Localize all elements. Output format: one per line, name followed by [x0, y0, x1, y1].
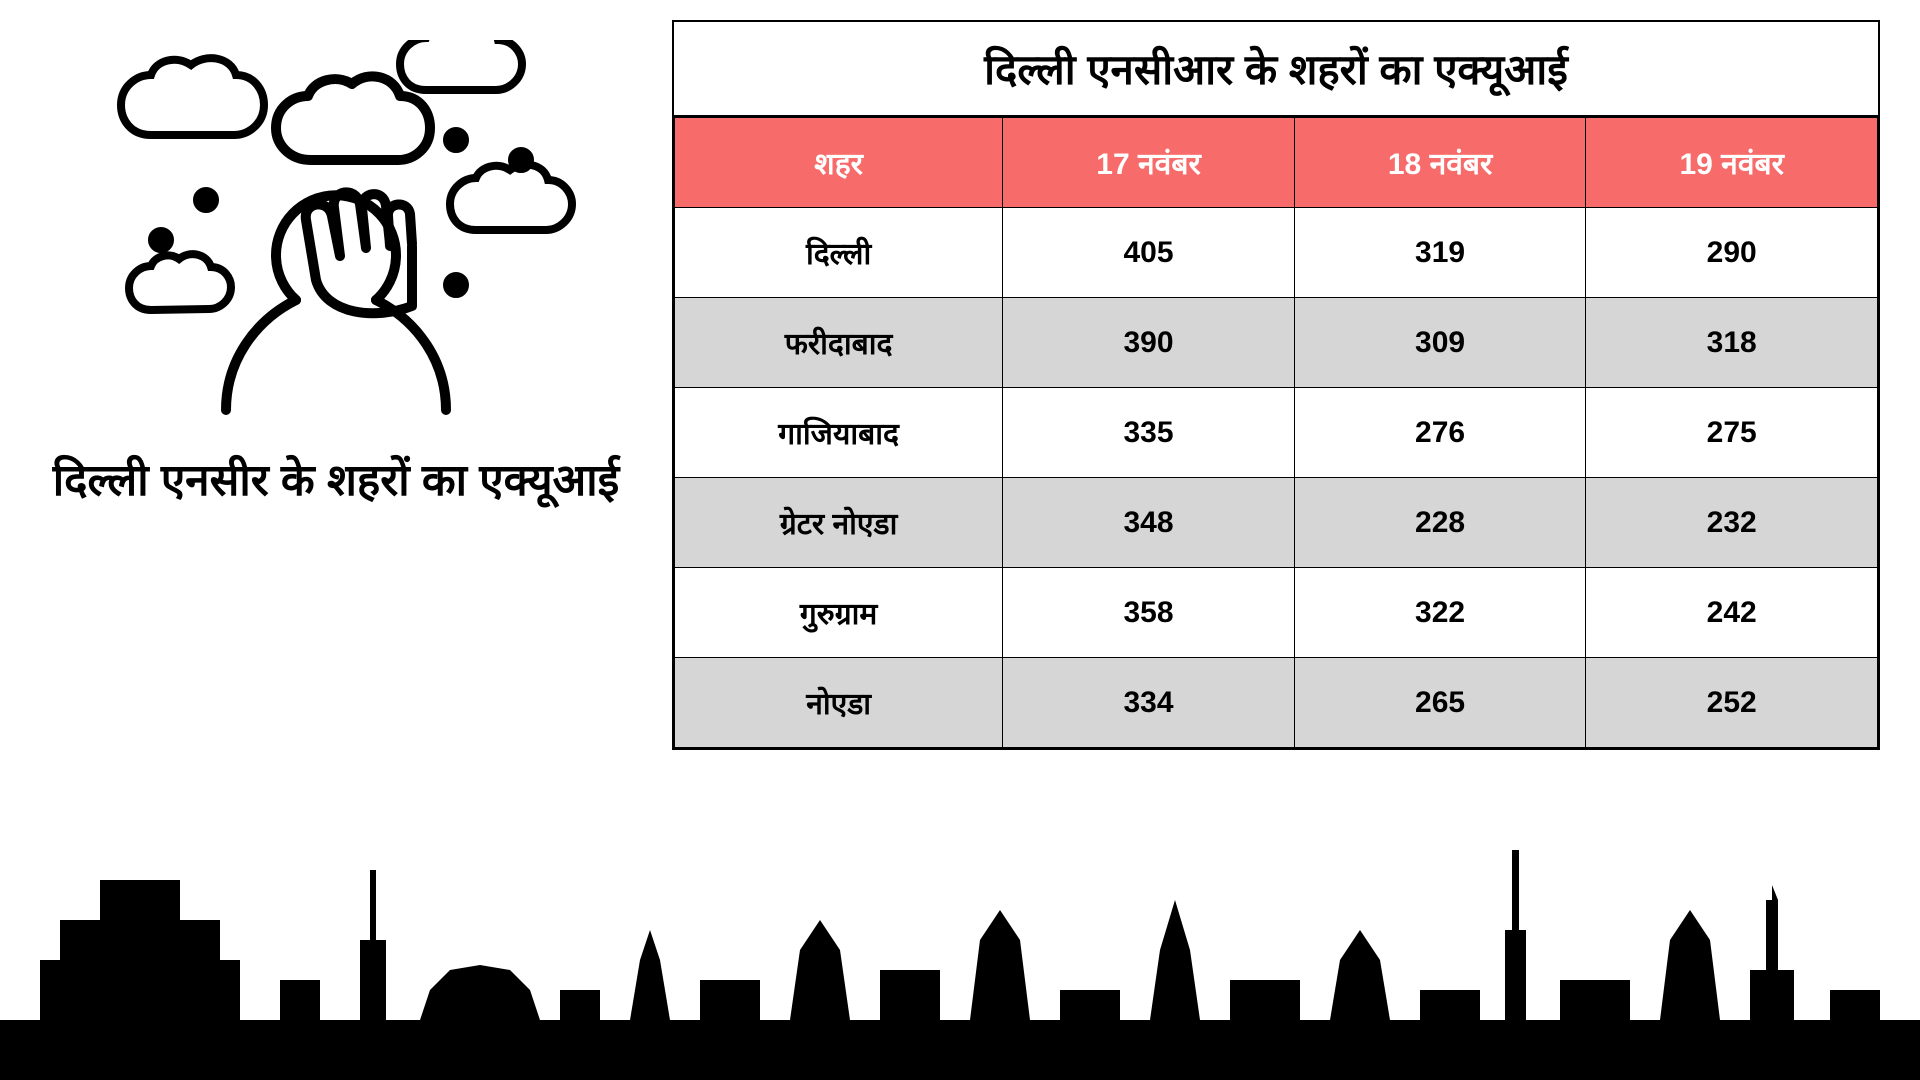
table-cell: दिल्ली — [675, 208, 1003, 298]
table-cell: 265 — [1294, 658, 1586, 748]
table-cell: 318 — [1586, 298, 1878, 388]
table-cell: 290 — [1586, 208, 1878, 298]
col-date-2: 18 नवंबर — [1294, 118, 1586, 208]
table-cell: 309 — [1294, 298, 1586, 388]
table-cell: 319 — [1294, 208, 1586, 298]
col-date-1: 17 नवंबर — [1003, 118, 1295, 208]
table-cell: 322 — [1294, 568, 1586, 658]
aqi-table-container: दिल्ली एनसीआर के शहरों का एक्यूआई शहर 17… — [672, 20, 1880, 750]
table-cell: 232 — [1586, 478, 1878, 568]
table-row: नोएडा334265252 — [675, 658, 1878, 748]
table-cell: 335 — [1003, 388, 1295, 478]
table-row: फरीदाबाद390309318 — [675, 298, 1878, 388]
table-title: दिल्ली एनसीआर के शहरों का एक्यूआई — [674, 22, 1878, 117]
table-cell: 358 — [1003, 568, 1295, 658]
table-cell: 348 — [1003, 478, 1295, 568]
table-row: दिल्ली405319290 — [675, 208, 1878, 298]
table-header-row: शहर 17 नवंबर 18 नवंबर 19 नवंबर — [675, 118, 1878, 208]
right-panel: दिल्ली एनसीआर के शहरों का एक्यूआई शहर 17… — [672, 0, 1920, 1080]
left-panel: दिल्ली एनसीर के शहरों का एक्यूआई — [0, 0, 672, 1080]
pollution-illustration-icon — [96, 40, 576, 420]
table-row: गाजियाबाद335276275 — [675, 388, 1878, 478]
table-cell: 228 — [1294, 478, 1586, 568]
table-cell: 276 — [1294, 388, 1586, 478]
left-title: दिल्ली एनसीर के शहरों का एक्यूआई — [53, 450, 619, 512]
table-cell: नोएडा — [675, 658, 1003, 748]
table-cell: 252 — [1586, 658, 1878, 748]
table-cell: 390 — [1003, 298, 1295, 388]
table-cell: 334 — [1003, 658, 1295, 748]
table-cell: 405 — [1003, 208, 1295, 298]
table-cell: ग्रेटर नोएडा — [675, 478, 1003, 568]
table-cell: 275 — [1586, 388, 1878, 478]
aqi-table: शहर 17 नवंबर 18 नवंबर 19 नवंबर दिल्ली405… — [674, 117, 1878, 748]
col-date-3: 19 नवंबर — [1586, 118, 1878, 208]
table-cell: गाजियाबाद — [675, 388, 1003, 478]
table-cell: 242 — [1586, 568, 1878, 658]
table-row: गुरुग्राम358322242 — [675, 568, 1878, 658]
col-city: शहर — [675, 118, 1003, 208]
table-row: ग्रेटर नोएडा348228232 — [675, 478, 1878, 568]
table-cell: फरीदाबाद — [675, 298, 1003, 388]
table-cell: गुरुग्राम — [675, 568, 1003, 658]
